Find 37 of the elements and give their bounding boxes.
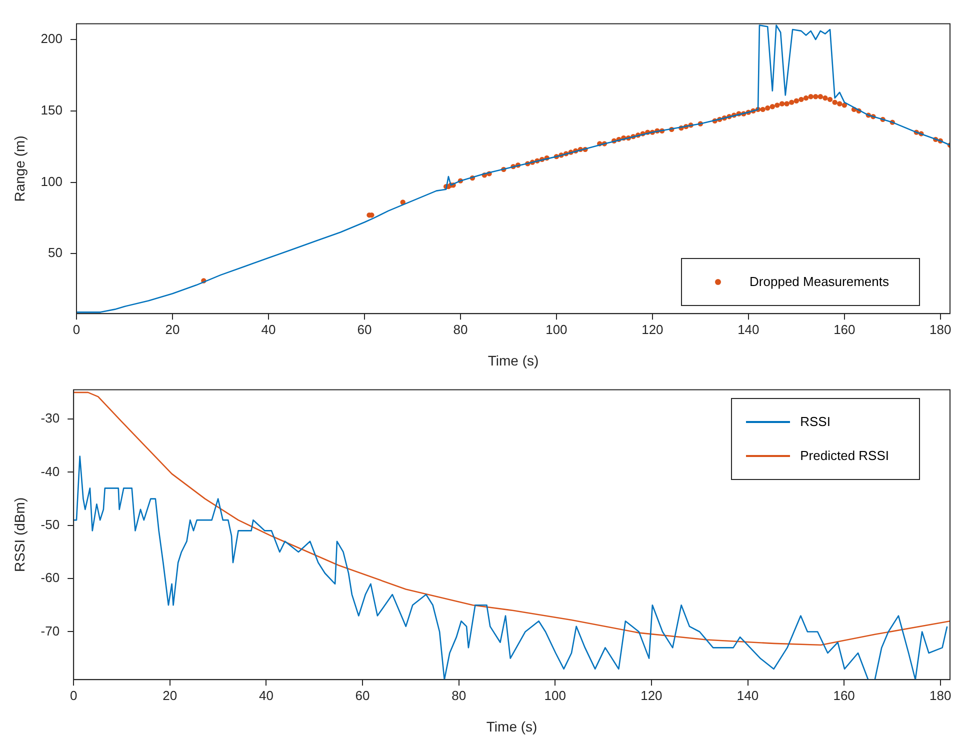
x-tick-label: 120 [642,322,664,337]
y-tick-label: -60 [40,570,60,586]
x-tick-label: 120 [640,688,662,703]
x-tick-label: 40 [258,688,274,703]
y-axis-title: Range (m) [11,136,28,202]
x-tick-label: 20 [162,688,178,703]
y-tick-label: 150 [40,102,62,118]
x-tick-label: 60 [355,688,370,703]
x-axis-title: Time (s) [486,718,538,734]
legend-label: Dropped Measurements [750,274,889,290]
x-tick-label: 20 [165,322,180,337]
legend: Dropped Measurements [680,258,920,306]
y-tick-label: 200 [40,31,62,46]
x-tick-label: 100 [544,688,566,703]
x-tick-label: 140 [738,322,760,337]
x-tick-label: 40 [261,322,276,337]
x-tick-label: 140 [736,688,759,703]
x-tick-label: 160 [834,322,856,337]
y-axis-title: RSSI (dBm) [11,497,28,572]
y-tick-label: 50 [48,245,62,260]
y-tick-label: 100 [40,174,62,189]
x-axis-title: Time (s) [488,352,539,368]
x-tick-label: 0 [70,688,78,703]
x-tick-label: 180 [930,688,952,703]
y-tick-label: -70 [40,623,60,638]
x-tick-label: 180 [930,322,952,337]
x-tick-label: 0 [72,322,80,337]
x-tick-label: 80 [452,688,466,703]
y-tick-label: -40 [40,464,60,479]
y-tick-label: -50 [40,516,60,532]
x-tick-label: 80 [453,322,468,337]
y-tick-label: -30 [40,410,60,426]
x-tick-label: 100 [546,322,568,337]
legend-label: RSSI [800,414,830,430]
x-tick-label: 60 [357,322,372,337]
legend-label: Predicted RSSI [800,448,889,464]
x-tick-label: 160 [833,688,855,703]
